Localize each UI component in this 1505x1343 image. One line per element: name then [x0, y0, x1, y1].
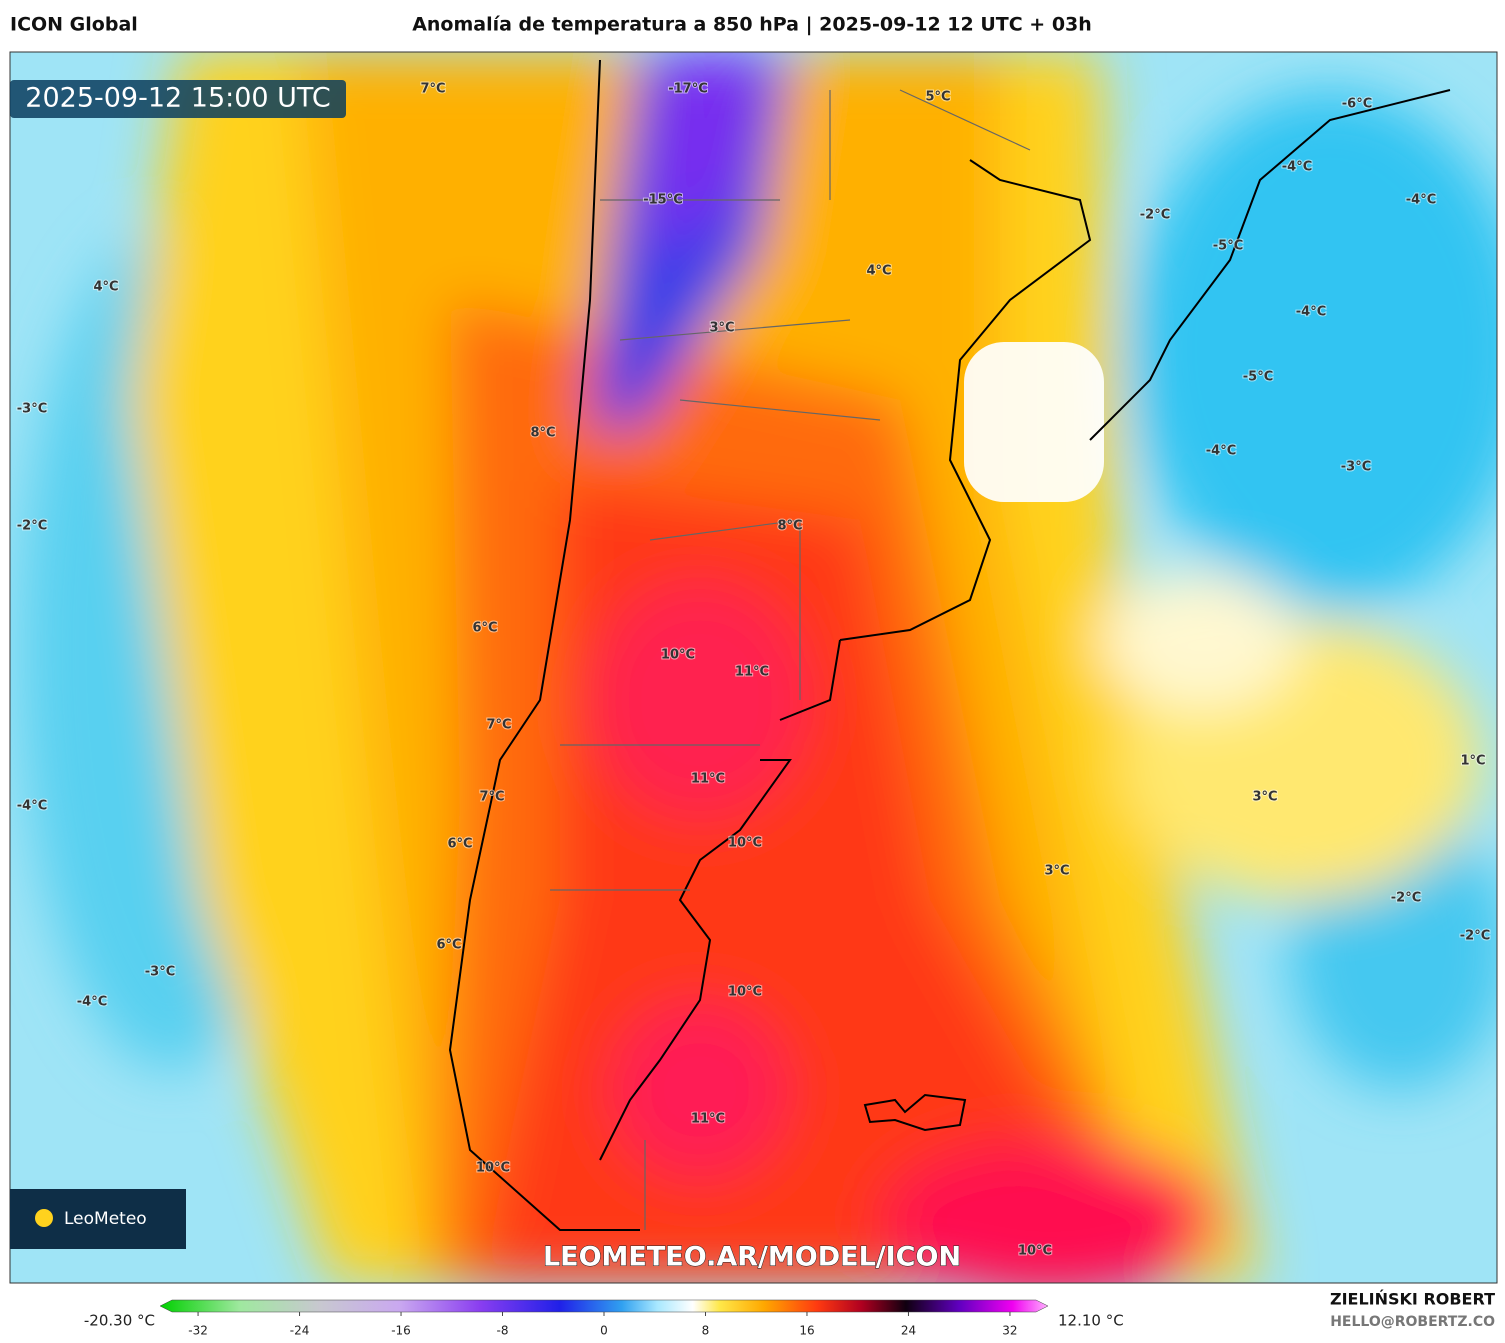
colorbar-tick-label: -16 [391, 1324, 411, 1338]
timestamp-box [10, 80, 346, 118]
map-frame [9, 51, 1498, 1284]
contour-label: -2°C [1391, 891, 1421, 906]
contour-label: 10°C [1018, 1244, 1052, 1259]
colorbar-tick-label: 32 [1002, 1324, 1017, 1338]
contour-label: 6°C [472, 621, 497, 636]
map [10, 52, 1497, 1283]
contour-label: 7°C [486, 718, 511, 733]
contour-label: 6°C [447, 837, 472, 852]
contour-label: -3°C [1341, 460, 1371, 475]
contour-label: 11°C [691, 1112, 725, 1127]
contour-label: -5°C [1213, 239, 1243, 254]
contour-label: -4°C [1282, 160, 1312, 175]
colorbar [159, 1299, 1049, 1313]
model-name: ICON Global [10, 14, 138, 36]
colorbar-tick-label: 16 [799, 1324, 814, 1338]
contour-label: 7°C [420, 82, 445, 97]
contour-label: -4°C [1406, 193, 1436, 208]
contour-label: 11°C [691, 772, 725, 787]
contour-label: 10°C [661, 648, 695, 663]
contour-label: 6°C [436, 938, 461, 953]
author: ZIELIŃSKI ROBERT [1330, 1290, 1495, 1309]
contour-label: -3°C [145, 965, 175, 980]
contour-label: 8°C [530, 426, 555, 441]
contour-label: 4°C [93, 280, 118, 295]
contour-label: 7°C [479, 790, 504, 805]
timestamp: 2025-09-12 15:00 UTC [25, 83, 330, 114]
contour-label: 10°C [476, 1161, 510, 1176]
colorbar-tick-label: -32 [188, 1324, 208, 1338]
colorbar-max: 12.10 °C [1058, 1312, 1124, 1330]
map-title: Anomalía de temperatura a 850 hPa | 2025… [412, 14, 1092, 36]
logo-sun [35, 1209, 53, 1227]
contour-label: -4°C [77, 995, 107, 1010]
contour-label: -3°C [17, 402, 47, 417]
contour-label: 11°C [735, 665, 769, 680]
contour-label: -17°C [668, 82, 708, 97]
contour-label: 3°C [1252, 790, 1277, 805]
contour-label: -2°C [1140, 208, 1170, 223]
colorbar-ticks: -32 -24 -16 -8 0 8 16 24 32 [188, 1312, 1018, 1338]
contour-label: 3°C [1044, 864, 1069, 879]
watermark: LEOMETEO.AR/MODEL/ICON [543, 1242, 961, 1273]
contour-label: -6°C [1342, 97, 1372, 112]
contour-label: 4°C [866, 264, 891, 279]
contour-label: -2°C [17, 519, 47, 534]
colorbar-tick-label: -24 [290, 1324, 310, 1338]
colorbar-min: -20.30 °C [84, 1312, 155, 1330]
map-labels: 7°C -17°C 5°C -6°C -4°C -4°C -15°C -2°C -5°C 4°C 4… [16, 81, 1491, 1260]
contour-label: -4°C [1296, 305, 1326, 320]
contour-label: 8°C [777, 519, 802, 534]
contour-label: -2°C [1460, 929, 1490, 944]
contour-label: -4°C [1206, 444, 1236, 459]
contour-label: 3°C [709, 321, 734, 336]
colorbar-tick-label: 24 [901, 1324, 916, 1338]
email: HELLO@ROBERTZ.CO [1330, 1314, 1495, 1330]
colorbar-tick-label: -8 [497, 1324, 509, 1338]
colorbar-tick-label: 8 [702, 1324, 710, 1338]
contour-label: -15°C [643, 193, 683, 208]
contour-label: 10°C [728, 836, 762, 851]
colorbar-tick-label: 0 [600, 1324, 608, 1338]
contour-label: 5°C [925, 90, 950, 105]
contour-label: -5°C [1243, 370, 1273, 385]
contour-label: -4°C [17, 799, 47, 814]
contour-label: 1°C [1460, 754, 1485, 769]
logo-text: LeoMeteo [64, 1209, 147, 1229]
contour-label: 10°C [728, 985, 762, 1000]
